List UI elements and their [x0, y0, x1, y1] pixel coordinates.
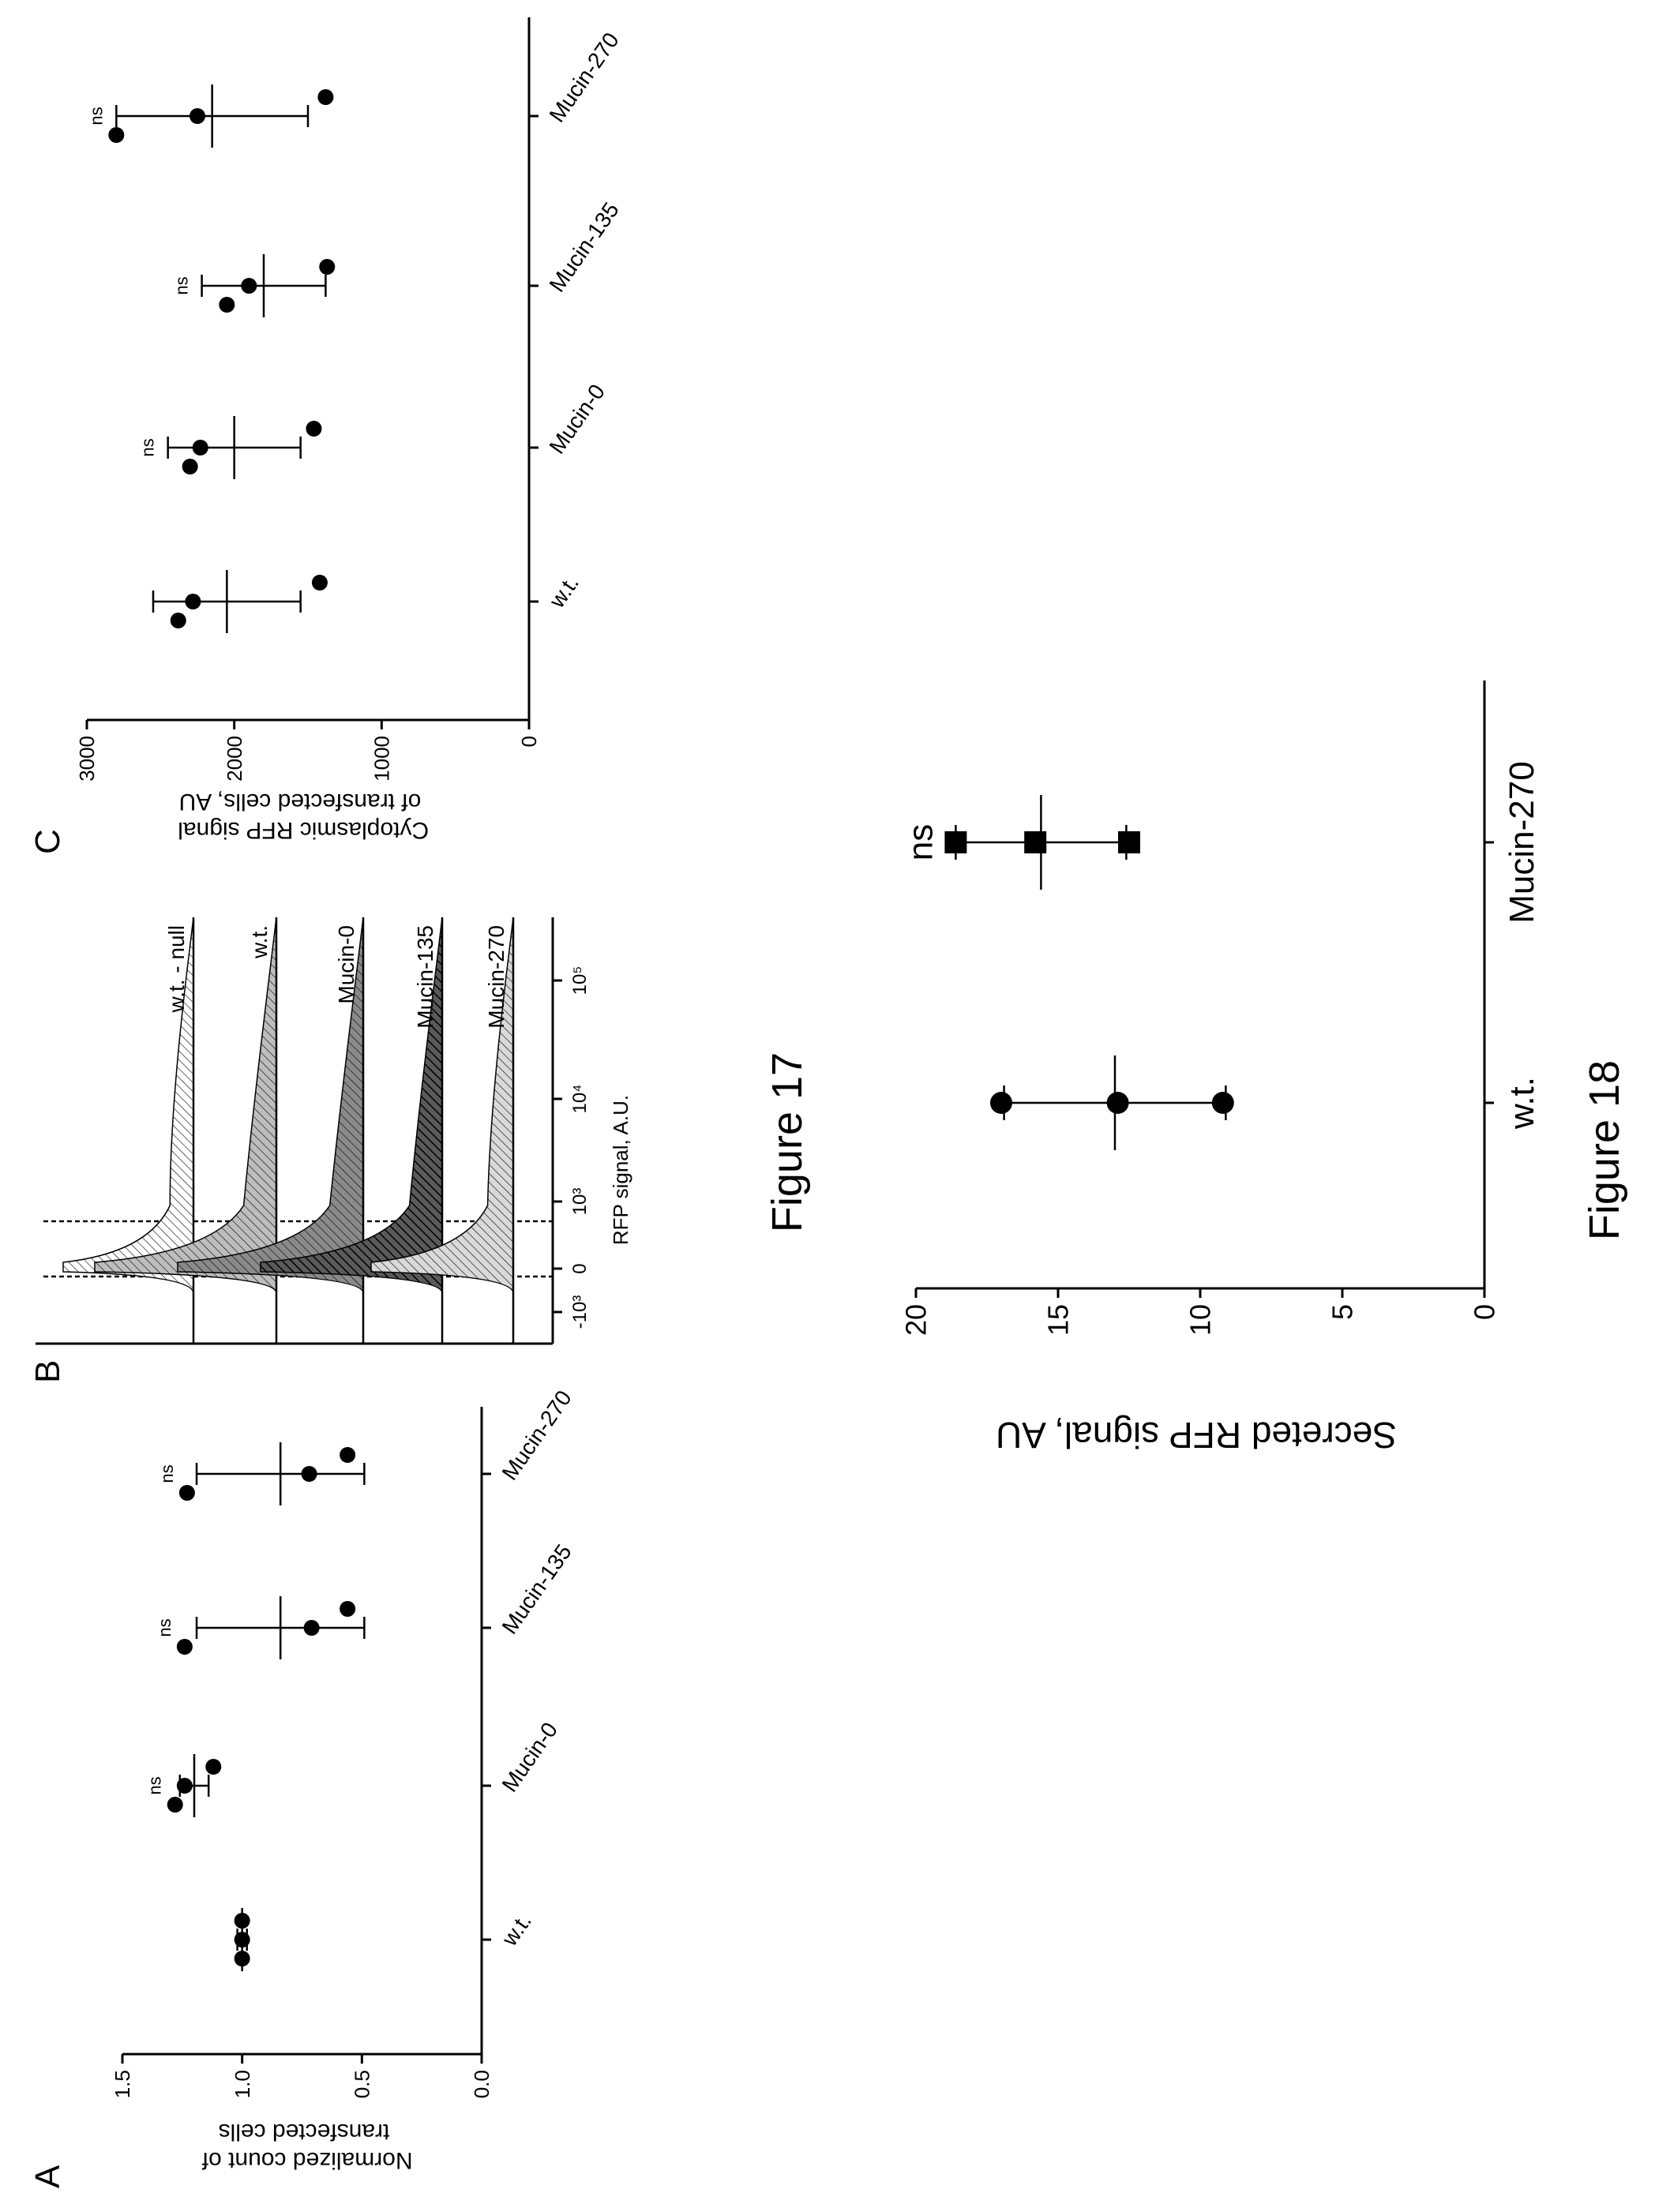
panel-c-data-point	[182, 459, 198, 474]
fig18-ytick-label: 10	[1184, 1304, 1217, 1336]
panel-c-data-point	[108, 127, 125, 143]
panel-c-xtick-label: Mucin-270	[545, 28, 624, 127]
fig18-ytick-label: 20	[900, 1304, 933, 1336]
fig18-xtick-label: Mucin-270	[1503, 761, 1541, 923]
panel-c-significance-label: ns	[86, 107, 106, 125]
panel-c-ylabel: Cytoplasmic RFP signal of transfected ce…	[171, 789, 429, 843]
panel-a-xtick-label: Mucin-0	[497, 1718, 563, 1796]
panel-a-significance-label: ns	[145, 1776, 165, 1794]
panel-a-data-point	[340, 1601, 356, 1617]
panel-c-xtick-label: Mucin-135	[545, 198, 624, 297]
panel-b: B -10³ 0 10³ 10⁴ 10⁵ w.t. - null w.t. Mucin-0 M…	[28, 917, 632, 1383]
panel-a-data-point	[234, 1932, 250, 1948]
panel-a-ytick-label: 1.0	[231, 2070, 254, 2098]
panel-a-data-point	[301, 1466, 317, 1482]
fig18-ytick-label: 0	[1469, 1304, 1501, 1320]
panel-c-data-point	[185, 594, 201, 609]
panel-b-xtick-label: 10⁵	[569, 966, 591, 995]
panel-b-histogram-1	[260, 917, 443, 1344]
panel-a-data-point	[234, 1913, 250, 1929]
panel-b-series-label: Mucin-135	[413, 925, 437, 1029]
panel-b-series-label: Mucin-0	[334, 925, 358, 1004]
panel-a-data-point	[303, 1620, 320, 1636]
panel-a-data-point	[167, 1797, 183, 1813]
panel-b-xlabel: RFP signal, A.U.	[609, 1095, 632, 1245]
panel-b-xtick-label: 10⁴	[569, 1084, 591, 1113]
panel-a-ylabel-line2: transfected cells	[219, 2119, 390, 2145]
panel-c: C 0 1000 2000 3000 w.t. Mucin-0 Mucin-135 Muci…	[28, 17, 624, 854]
panel-a-ytick-label: 1.5	[111, 2070, 134, 2098]
panel-c-ylabel-line1: Cytoplasmic RFP signal	[178, 817, 429, 843]
panel-a-data-point	[176, 1778, 193, 1794]
panel-a-label: A	[28, 2165, 67, 2188]
panel-a-data-point	[205, 1759, 222, 1775]
panel-a-significance-label: ns	[155, 1618, 175, 1637]
fig18-xtick-label: w.t.	[1503, 1077, 1541, 1130]
panel-c-data-point	[311, 575, 328, 590]
fig18-data-point	[1118, 831, 1140, 853]
panel-a-ylabel: Normalized count of transfected cells	[195, 2119, 412, 2173]
panel-c-label: C	[28, 829, 67, 854]
panel-c-significance-label: ns	[138, 438, 158, 456]
panel-b-series-label: Mucin-270	[484, 925, 509, 1029]
panel-c-ytick-label: 1000	[370, 736, 393, 782]
figure-18-chart: 0 5 10 15 20 w.t. Mucin-270 ns Secreted RFP s…	[900, 680, 1541, 1456]
fig18-data-point	[944, 831, 967, 853]
panel-a-xtick-label: Mucin-270	[497, 1386, 576, 1485]
fig18-data-point	[1024, 831, 1047, 853]
panel-c-ylabel-line2: of transfected cells, AU	[179, 789, 422, 815]
fig18-data-point	[990, 1092, 1012, 1114]
panel-c-data-point	[192, 440, 208, 456]
panel-a-ytick-label: 0.5	[350, 2070, 373, 2098]
panel-c-xtick-label: Mucin-0	[545, 380, 610, 458]
panel-c-data-point	[190, 108, 205, 124]
panel-b-histogram-2	[177, 917, 364, 1344]
figure-17-caption: Figure 17	[764, 1052, 811, 1232]
panel-b-xtick-label: -10³	[569, 1295, 591, 1329]
panel-a-significance-label: ns	[157, 1464, 177, 1483]
panel-c-significance-label: ns	[172, 276, 192, 294]
panel-a-data-point	[178, 1485, 195, 1501]
panel-b-histogram-4	[62, 917, 194, 1344]
panel-c-data-point	[317, 89, 334, 105]
panel-a: A 0.0 0.5 1.0 1.5 w.t. Mucin-0 Mucin-135 Mucin…	[28, 1386, 576, 2188]
panel-c-data-point	[219, 297, 235, 313]
panel-a-ylabel-line1: Normalized count of	[201, 2147, 412, 2173]
panel-a-xtick-label: w.t.	[497, 1909, 536, 1951]
panel-a-data-point	[340, 1447, 356, 1463]
fig18-ytick-label: 15	[1042, 1304, 1075, 1336]
panel-b-series-label: w.t.	[247, 925, 272, 959]
panel-c-data-point	[241, 278, 257, 294]
panel-c-data-point	[306, 421, 322, 437]
panel-b-histogram-0	[370, 917, 514, 1344]
panel-c-data-point	[170, 613, 186, 628]
panel-c-data-point	[319, 259, 336, 275]
figure-18-caption: Figure 18	[1581, 1060, 1628, 1240]
panel-a-data-point	[176, 1639, 193, 1655]
fig18-data-point	[1211, 1092, 1234, 1114]
fig18-ytick-label: 5	[1327, 1304, 1359, 1320]
panel-a-ytick-label: 0.0	[470, 2070, 493, 2098]
panel-c-ytick-label: 3000	[75, 736, 99, 782]
fig18-ylabel: Secreted RFP signal, AU	[996, 1415, 1397, 1456]
fig18-data-point	[1106, 1092, 1129, 1114]
panel-b-histogram-3	[94, 917, 277, 1344]
panel-a-data-point	[234, 1951, 250, 1966]
panel-c-xtick-label: w.t.	[544, 571, 584, 613]
panel-c-ytick-label: 0	[517, 736, 541, 747]
panel-b-xtick-label: 0	[569, 1263, 591, 1273]
panel-a-xtick-label: Mucin-135	[497, 1540, 576, 1639]
fig18-significance-label: ns	[901, 824, 940, 860]
panel-b-xtick-label: 10³	[569, 1188, 591, 1216]
panel-b-series-label: w.t. - null	[164, 925, 189, 1013]
panel-b-label: B	[28, 1360, 67, 1383]
panel-c-ytick-label: 2000	[223, 736, 246, 782]
